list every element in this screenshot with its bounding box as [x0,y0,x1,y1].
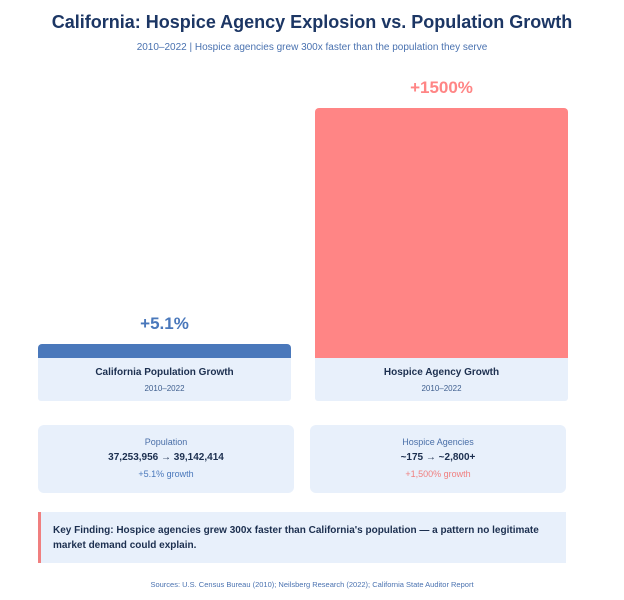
population-growth-period: 2010–2022 [144,384,185,393]
sources-note: Sources: U.S. Census Bureau (2010); Neil… [150,580,474,589]
population-stat-value: 37,253,956 → 39,142,414 [108,452,224,463]
population-stat-card: Population 37,253,956 → 39,142,414 +5.1%… [38,425,294,493]
hospice-growth-value-label: +1500% [410,78,473,97]
population-stat-title: Population [144,437,188,447]
population-growth-category: California Population Growth 2010–2022 [38,358,291,401]
population-growth-bar [38,344,291,358]
hospice-stat-value: ~175 → ~2,800+ [400,452,476,463]
hospice-growth-period: 2010–2022 [421,384,462,393]
hospice-growth-bar [315,108,568,358]
population-growth-value-label: +5.1% [140,314,189,333]
hospice-growth-category: Hospice Agency Growth 2010–2022 [315,358,568,401]
chart-title: California: Hospice Agency Explosion vs.… [51,12,573,32]
hospice-growth-category-label: Hospice Agency Growth [383,367,500,378]
key-finding-callout: Key Finding: Hospice agencies grew 300x … [38,512,566,563]
chart-subtitle: 2010–2022 | Hospice agencies grew 300x f… [136,42,488,53]
population-stat-growth: +5.1% growth [138,469,194,479]
hospice-stat-growth: +1,500% growth [405,469,471,479]
hospice-stat-card: Hospice Agencies ~175 → ~2,800+ +1,500% … [310,425,566,493]
hospice-stat-title: Hospice Agencies [402,437,474,447]
population-growth-category-label: California Population Growth [95,367,234,378]
